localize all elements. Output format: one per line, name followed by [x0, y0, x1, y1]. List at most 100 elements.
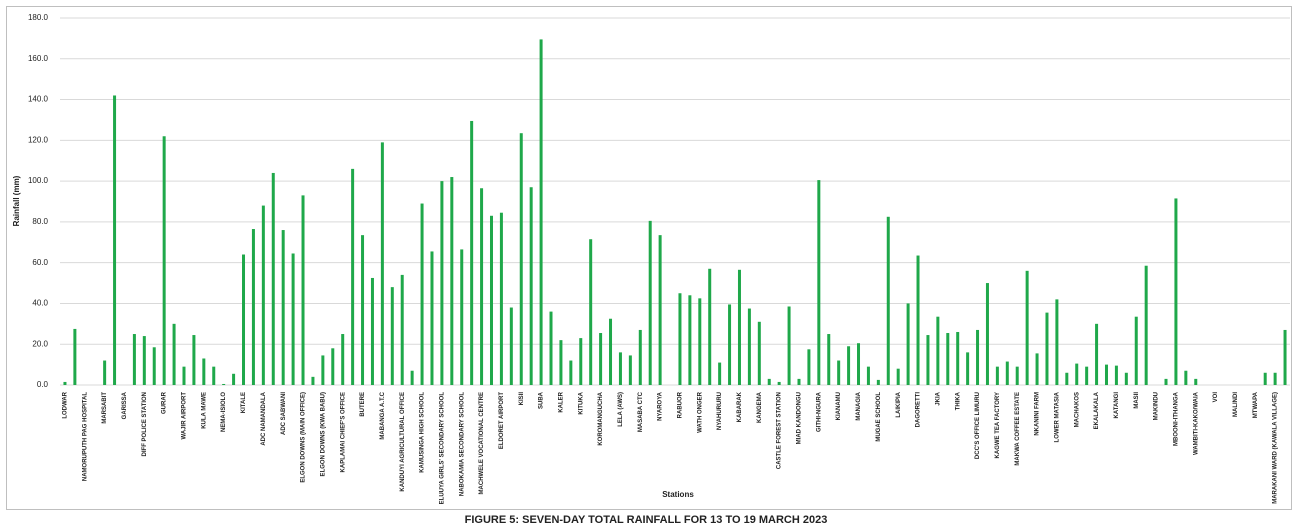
bar [202, 358, 206, 385]
bar [777, 381, 781, 385]
bar [569, 360, 573, 385]
y-tick-label: 180.0 [28, 13, 49, 22]
bar [1114, 365, 1118, 385]
chart-border [6, 6, 1292, 510]
bar [926, 335, 930, 385]
bar [212, 366, 216, 385]
bar [579, 338, 583, 385]
x-tick-label: MASABA CTC [638, 391, 644, 432]
bar [301, 195, 305, 385]
bar [1263, 372, 1267, 385]
bar [222, 383, 226, 385]
bar [390, 287, 394, 385]
bar [251, 229, 255, 385]
bar [460, 249, 464, 385]
bar [1035, 353, 1039, 385]
bar [361, 235, 365, 385]
bar [618, 352, 622, 385]
bar [609, 318, 613, 385]
x-tick-label: NKANINI FARM [1035, 392, 1041, 436]
x-tick-label: MUGAE SCHOOL [876, 392, 882, 442]
bar [976, 329, 980, 385]
x-tick-label: JKIA [935, 391, 941, 405]
bar [1055, 299, 1059, 385]
bar [956, 331, 960, 385]
x-tick-label: LODWAR [63, 391, 69, 418]
bar [351, 168, 355, 385]
bar [380, 142, 384, 385]
bar [1273, 372, 1277, 385]
bar [232, 373, 236, 385]
bar [827, 334, 831, 385]
bar [906, 303, 910, 385]
x-tick-label: KITUKA [578, 391, 584, 414]
bar [638, 329, 642, 385]
bar [321, 355, 325, 385]
bar [718, 362, 722, 385]
x-tick-label: MARSABIT [102, 392, 108, 424]
x-tick-label: MASII [1134, 392, 1140, 409]
x-tick-label: KISII [519, 392, 525, 406]
x-axis-label: Stations [662, 490, 694, 499]
y-tick-label: 40.0 [32, 299, 48, 308]
x-tick-label: MACHAKOS [1074, 392, 1080, 427]
x-tick-label: BUTERE [360, 392, 366, 417]
bar [132, 334, 136, 385]
bar [291, 253, 295, 385]
x-tick-label: KAGWE TEA FACTORY [995, 392, 1001, 458]
x-tick-label: MAKINDU [1154, 392, 1160, 420]
bar [172, 323, 176, 385]
bar [1124, 372, 1128, 385]
x-tick-label: LOWER MATASIA [1054, 391, 1060, 442]
bar [1283, 329, 1287, 385]
bar [1025, 270, 1029, 385]
x-tick-label: ELUUYA GIRLS' SECONDARY SCHOOL [439, 392, 445, 505]
bar [658, 235, 662, 385]
x-tick-label: WAJIR AIRPORT [182, 392, 188, 440]
y-tick-label: 140.0 [28, 95, 49, 104]
bar [728, 304, 732, 385]
x-tick-label: KANDUYI AGRICULTURAL OFFICE [400, 392, 406, 492]
x-tick-label: GURAR [162, 391, 168, 414]
bar [886, 216, 890, 385]
bar [519, 133, 523, 385]
bar [1174, 198, 1178, 385]
bar [113, 95, 117, 385]
x-tick-label: ELGON DOWNS (MAIN OFFICE) [301, 392, 307, 483]
bar [162, 136, 166, 385]
bar [589, 239, 593, 385]
x-tick-label: GARISSA [122, 391, 128, 419]
bar [708, 268, 712, 385]
x-tick-label: NYAROYA [658, 391, 664, 421]
chart-title: FIGURE 5: SEVEN-DAY TOTAL RAINFALL FOR 1… [465, 514, 828, 526]
x-tick-label: DAGORETTI [916, 392, 922, 428]
x-tick-label: KITALE [241, 392, 247, 413]
bar [370, 277, 374, 385]
bar [261, 205, 265, 385]
bar [1095, 323, 1099, 385]
bar [1184, 370, 1188, 385]
bar [936, 316, 940, 385]
bar [1134, 316, 1138, 385]
bar [182, 366, 186, 385]
bar [142, 336, 146, 385]
bar [73, 328, 77, 385]
x-tick-label: NABOKAMIA SECONDARY SCHOOL [459, 392, 465, 496]
bar [559, 340, 563, 385]
x-tick-label: KOROMANGUCHA [598, 391, 604, 445]
x-tick-label: KAMUSINGA HIGH SCHOOL [420, 392, 426, 473]
bar [866, 366, 870, 385]
x-tick-label: RABUOR [678, 391, 684, 418]
bar [946, 333, 950, 385]
x-tick-label: MARAKANI WARD (KAWALA VILLAGE) [1273, 392, 1279, 504]
x-tick-label: NEMA-ISIOLO [221, 392, 227, 432]
bar [192, 335, 196, 385]
x-tick-label: ADC SABWANI [281, 392, 287, 435]
bar [628, 355, 632, 385]
bar [529, 187, 533, 385]
bar [837, 360, 841, 385]
x-tick-label: MACHWELE VOCATIONAL CENTRE [479, 392, 485, 494]
bar [410, 370, 414, 385]
bar [430, 251, 434, 385]
